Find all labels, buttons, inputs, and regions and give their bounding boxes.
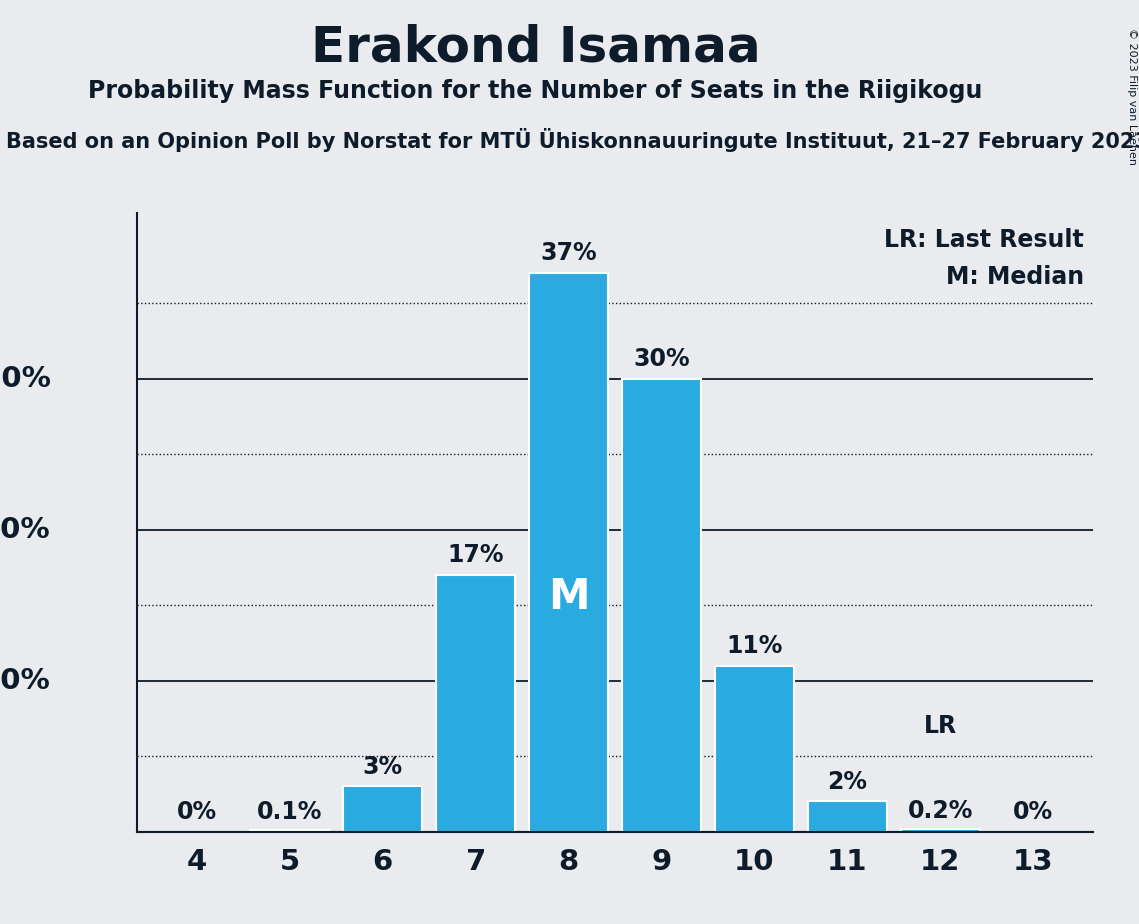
- Bar: [251, 830, 329, 832]
- Text: © 2023 Filip van Laenen: © 2023 Filip van Laenen: [1126, 28, 1137, 164]
- Text: LR: Last Result: LR: Last Result: [884, 228, 1084, 252]
- Bar: [436, 575, 515, 832]
- Text: 0.2%: 0.2%: [908, 798, 973, 822]
- Text: 30%: 30%: [633, 347, 690, 371]
- Bar: [715, 665, 794, 832]
- Text: 0.1%: 0.1%: [257, 800, 322, 824]
- Text: Probability Mass Function for the Number of Seats in the Riigikogu: Probability Mass Function for the Number…: [88, 79, 983, 103]
- Text: 0%: 0%: [1013, 800, 1054, 824]
- Text: Erakond Isamaa: Erakond Isamaa: [311, 23, 760, 71]
- Bar: [343, 786, 423, 832]
- Bar: [808, 801, 887, 832]
- Text: M: Median: M: Median: [945, 265, 1084, 289]
- Text: 11%: 11%: [727, 634, 782, 658]
- Text: 30%: 30%: [0, 365, 50, 393]
- Bar: [530, 273, 608, 832]
- Text: 37%: 37%: [540, 241, 597, 265]
- Bar: [901, 829, 980, 832]
- Text: 3%: 3%: [363, 755, 403, 779]
- Text: Based on an Opinion Poll by Norstat for MTÜ Ühiskonnauuringute Instituut, 21–27 : Based on an Opinion Poll by Norstat for …: [6, 128, 1139, 152]
- Text: LR: LR: [924, 714, 957, 738]
- Text: 0%: 0%: [177, 800, 218, 824]
- Text: 10%: 10%: [0, 666, 50, 695]
- Bar: [622, 379, 700, 832]
- Text: M: M: [548, 576, 589, 618]
- Text: 20%: 20%: [0, 516, 50, 543]
- Text: 2%: 2%: [827, 770, 867, 794]
- Text: 17%: 17%: [448, 543, 503, 567]
